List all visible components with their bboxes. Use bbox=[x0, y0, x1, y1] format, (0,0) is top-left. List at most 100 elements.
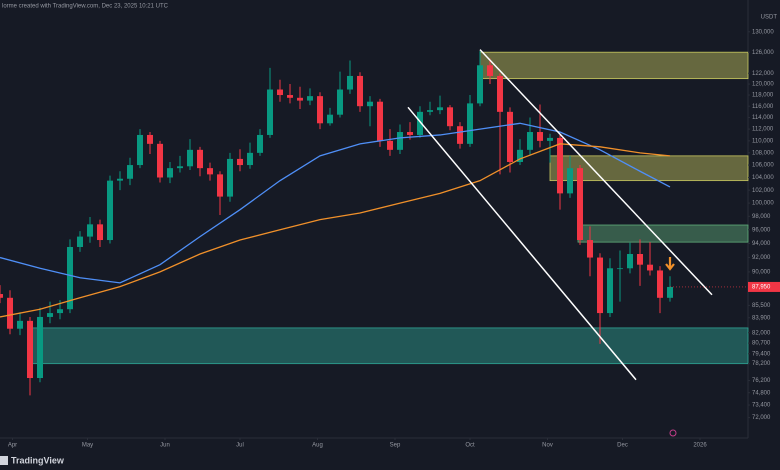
x-tick-label: Apr bbox=[8, 443, 17, 449]
candle-body bbox=[107, 180, 113, 241]
candle-body bbox=[27, 320, 33, 379]
moving-average bbox=[0, 143, 671, 318]
candle-body bbox=[87, 224, 93, 237]
candle-body bbox=[627, 254, 633, 269]
candle-body bbox=[617, 268, 623, 270]
y-tick-label: 82,000 bbox=[752, 330, 771, 336]
candle-body bbox=[277, 89, 283, 96]
y-tick-label: 92,000 bbox=[752, 255, 771, 261]
candle-body bbox=[247, 152, 253, 166]
y-tick-label: 116,000 bbox=[752, 104, 774, 110]
candle-body bbox=[17, 320, 23, 329]
candle-body bbox=[47, 313, 53, 317]
candle-body bbox=[587, 240, 593, 258]
candle-body bbox=[197, 149, 203, 169]
y-tick-label: 96,000 bbox=[752, 227, 771, 233]
candle-body bbox=[177, 166, 183, 169]
x-tick-label: Dec bbox=[617, 443, 628, 449]
candle-body bbox=[567, 168, 573, 194]
candle-body bbox=[597, 257, 603, 314]
candle-body bbox=[447, 107, 453, 127]
candle-body bbox=[217, 174, 223, 197]
header: lorme created with TradingView.com, Dec … bbox=[2, 4, 169, 10]
candle-body bbox=[467, 103, 473, 144]
y-tick-label: 118,000 bbox=[752, 93, 774, 99]
y-tick-label: 122,000 bbox=[752, 71, 774, 77]
trendline bbox=[407, 106, 637, 381]
y-tick-label: 108,000 bbox=[752, 150, 774, 156]
brand: TradingView bbox=[11, 455, 65, 465]
candle-body bbox=[547, 137, 553, 141]
candle-body bbox=[37, 316, 43, 379]
y-tick-label: 80,700 bbox=[752, 341, 771, 347]
y-tick-label: 78,200 bbox=[752, 361, 771, 367]
y-tick-label: 83,900 bbox=[752, 315, 771, 321]
candle-body bbox=[147, 134, 153, 144]
down-arrow bbox=[665, 257, 675, 271]
zone bbox=[29, 327, 749, 365]
event-icon bbox=[669, 429, 677, 437]
candle-body bbox=[357, 75, 363, 107]
candle-body bbox=[367, 101, 373, 107]
y-tick-label: 76,200 bbox=[752, 378, 771, 384]
y-tick-label: 72,000 bbox=[752, 415, 771, 421]
trendline bbox=[479, 49, 713, 296]
x-tick-label: Oct bbox=[465, 443, 475, 449]
candle-body bbox=[307, 96, 313, 101]
candle-body bbox=[297, 97, 303, 101]
candle-body bbox=[327, 114, 333, 124]
y-tick-label: 120,000 bbox=[752, 82, 774, 88]
y-tick-label: 110,000 bbox=[752, 138, 774, 144]
candle-body bbox=[317, 96, 323, 124]
candle-body bbox=[57, 309, 63, 314]
x-tick-label: Nov bbox=[542, 443, 553, 449]
candle-body bbox=[127, 165, 133, 179]
candle-body bbox=[647, 264, 653, 271]
candle-body bbox=[607, 268, 613, 314]
candle-body bbox=[287, 95, 293, 98]
last-price-tag bbox=[748, 281, 780, 292]
zone bbox=[479, 51, 749, 80]
candle-body bbox=[657, 270, 663, 298]
x-tick-label: Jun bbox=[160, 443, 170, 449]
logo-icon bbox=[0, 456, 8, 465]
candle-body bbox=[157, 143, 163, 178]
candle-body bbox=[667, 286, 673, 298]
candle-body bbox=[0, 294, 3, 298]
candle-body bbox=[257, 134, 263, 153]
currency: USDT bbox=[761, 15, 778, 21]
y-tick-label: 74,800 bbox=[752, 390, 771, 396]
candle-body bbox=[377, 101, 383, 141]
candle-body bbox=[187, 149, 193, 167]
candle-body bbox=[507, 111, 513, 162]
candle-body bbox=[77, 236, 83, 247]
x-tick-label: May bbox=[82, 443, 93, 449]
x-tick-label: Aug bbox=[312, 443, 323, 449]
candle-body bbox=[487, 65, 493, 76]
candle-body bbox=[117, 178, 123, 181]
candle-body bbox=[577, 168, 583, 241]
candle-body bbox=[227, 158, 233, 197]
last-price-label: 87,950 bbox=[752, 285, 771, 291]
y-tick-label: 100,000 bbox=[752, 201, 774, 207]
y-tick-label: 112,000 bbox=[752, 127, 774, 133]
candle-body bbox=[477, 65, 483, 104]
y-tick-label: 73,400 bbox=[752, 403, 771, 409]
y-tick-label: 106,000 bbox=[752, 163, 774, 169]
candle-body bbox=[637, 254, 643, 265]
x-tick-label: Sep bbox=[390, 443, 401, 449]
y-tick-label: 114,000 bbox=[752, 115, 774, 121]
candle-body bbox=[267, 89, 273, 135]
y-tick-label: 94,000 bbox=[752, 241, 771, 247]
candle-body bbox=[517, 149, 523, 162]
candle-body bbox=[67, 246, 73, 310]
y-tick-label: 98,000 bbox=[752, 214, 771, 220]
candle-body bbox=[7, 297, 13, 329]
candle-body bbox=[407, 132, 413, 135]
candle-body bbox=[387, 140, 393, 150]
y-tick-label: 90,000 bbox=[752, 269, 771, 275]
y-tick-label: 102,000 bbox=[752, 188, 774, 194]
candle-body bbox=[537, 132, 543, 141]
candle-body bbox=[527, 132, 533, 150]
